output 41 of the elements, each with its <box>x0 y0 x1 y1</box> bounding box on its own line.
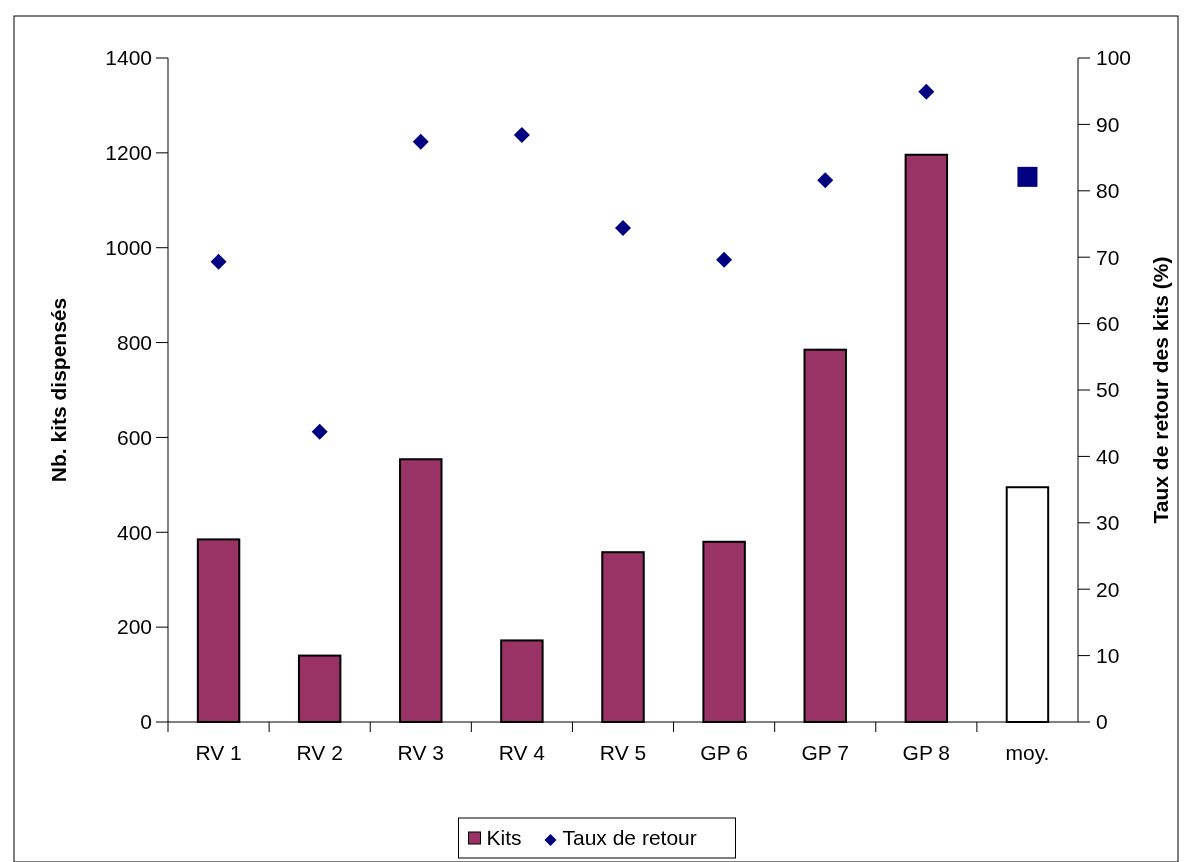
y2-tick-label: 50 <box>1096 378 1120 402</box>
y2-tick-label: 30 <box>1096 511 1120 535</box>
x-tick-label: RV 1 <box>195 741 242 764</box>
y-tick-label: 200 <box>116 615 152 639</box>
point <box>311 423 328 440</box>
y-tick-label: 600 <box>116 425 152 449</box>
x-tick-label: RV 4 <box>498 741 546 764</box>
legend-label: Taux de retour <box>562 826 697 850</box>
x-tick-label: GP 7 <box>801 741 849 764</box>
x-tick-label: moy. <box>1005 741 1050 764</box>
point <box>615 219 631 236</box>
y-tick-label: 1200 <box>105 141 152 165</box>
point <box>918 83 935 100</box>
y-tick-label: 800 <box>116 330 152 354</box>
point <box>210 253 227 270</box>
y2-tick-label: 100 <box>1096 46 1132 70</box>
x-tick-label: RV 3 <box>397 741 444 764</box>
point <box>412 133 429 150</box>
y-tick-label: 0 <box>140 710 152 734</box>
y-tick-label: 1000 <box>105 236 152 260</box>
point <box>716 251 733 268</box>
x-tick-label: RV 2 <box>296 741 343 764</box>
y2-tick-label: 10 <box>1096 643 1120 667</box>
y-tick-label: 400 <box>116 520 152 544</box>
x-tick-label: RV 5 <box>599 741 647 764</box>
y-axis-title: Nb. kits dispensés <box>47 297 70 483</box>
y2-axis-title: Taux de retour des kits (%) <box>1149 256 1172 524</box>
y2-tick-label: 90 <box>1096 112 1120 136</box>
x-tick-label: GP 8 <box>902 741 951 764</box>
point <box>513 127 530 144</box>
legend-label: Kits <box>486 826 522 850</box>
y-tick-label: 1400 <box>105 46 152 70</box>
x-tick-label: GP 6 <box>700 741 748 764</box>
y2-tick-label: 0 <box>1096 710 1108 734</box>
y2-tick-label: 20 <box>1096 577 1120 601</box>
y2-tick-label: 40 <box>1096 444 1120 468</box>
point <box>817 172 834 189</box>
y2-tick-label: 60 <box>1096 311 1120 335</box>
point <box>1017 166 1038 187</box>
y2-tick-label: 70 <box>1096 245 1120 269</box>
y2-tick-label: 80 <box>1096 179 1120 203</box>
